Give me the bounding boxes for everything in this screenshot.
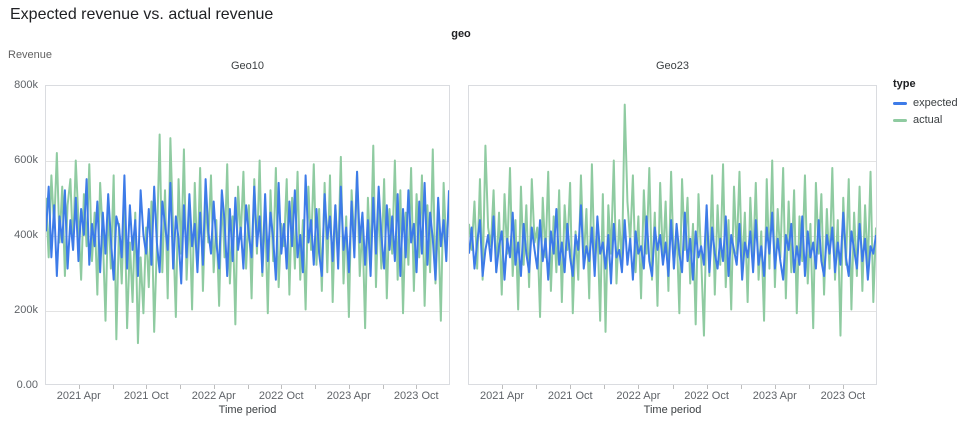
- x-axis-geo23: 2021 Apr 2021 Oct 2022 Apr 2022 Oct 2023 Apr…: [468, 385, 877, 407]
- timeseries-plot[interactable]: [46, 86, 449, 384]
- series-line-expected[interactable]: [469, 204, 876, 285]
- y-tick-label-600k: 600k: [14, 154, 38, 166]
- x-tick-label: 2021 Oct: [123, 390, 169, 402]
- x-tick-mark: [672, 385, 674, 389]
- x-axis-geo10: 2021 Apr 2021 Oct 2022 Apr 2022 Oct 2023 Apr…: [45, 385, 450, 407]
- gridline: [469, 161, 876, 162]
- x-tick-label: 2023 Apr: [326, 390, 371, 402]
- x-tick-mark: [348, 385, 350, 389]
- chart-title: Expected revenue vs. actual revenue: [10, 6, 274, 23]
- x-tick-label: 2021 Oct: [547, 390, 593, 402]
- x-tick-mark: [638, 385, 640, 389]
- x-tick-mark: [808, 385, 810, 389]
- y-tick-label-400k: 400k: [14, 229, 38, 241]
- x-tick-mark: [213, 385, 215, 389]
- legend-item-actual: actual: [893, 114, 958, 126]
- x-tick-mark: [502, 385, 504, 389]
- x-tick-mark: [842, 385, 844, 389]
- x-axis-title-geo23: Time period: [643, 404, 702, 416]
- x-tick-label: 2023 Oct: [820, 390, 866, 402]
- x-tick-mark: [740, 385, 742, 389]
- x-tick-label: 2022 Apr: [191, 390, 236, 402]
- x-tick-mark: [570, 385, 572, 389]
- x-tick-label: 2021 Apr: [480, 390, 525, 402]
- y-axis-title: Revenue: [8, 49, 53, 61]
- facet-field-label: geo: [451, 28, 471, 40]
- x-tick-label: 2022 Oct: [258, 390, 304, 402]
- legend-label: expected: [913, 97, 958, 109]
- x-tick-label: 2022 Oct: [684, 390, 729, 402]
- x-tick-mark: [180, 385, 181, 389]
- x-tick-label: 2021 Apr: [56, 390, 101, 402]
- x-tick-mark: [706, 385, 708, 389]
- x-tick-mark: [146, 385, 148, 389]
- y-tick-label-0: 0.00: [16, 379, 38, 391]
- x-tick-mark: [416, 385, 418, 389]
- series-line-expected[interactable]: [46, 170, 449, 285]
- x-tick-mark: [382, 385, 384, 389]
- x-tick-mark: [112, 385, 114, 389]
- legend-line-swatch-expected: [893, 101, 907, 105]
- chart-panel-geo10[interactable]: [45, 85, 450, 385]
- x-axis-title-geo10: Time period: [218, 404, 277, 416]
- x-tick-mark: [604, 385, 606, 389]
- y-tick-label-200k: 200k: [14, 304, 38, 316]
- panel-title-geo23: Geo23: [655, 60, 690, 72]
- gridline: [469, 311, 876, 312]
- series-line-actual[interactable]: [46, 133, 449, 345]
- gridline: [46, 161, 449, 162]
- legend-item-expected: expected: [893, 97, 958, 109]
- legend-line-swatch-actual: [893, 118, 907, 122]
- legend: type expected actual: [893, 78, 958, 131]
- x-tick-label: 2023 Oct: [393, 390, 439, 402]
- x-tick-mark: [78, 385, 80, 389]
- chart-panel-geo23[interactable]: [468, 85, 877, 385]
- legend-label: actual: [913, 114, 943, 126]
- x-tick-mark: [315, 385, 316, 389]
- x-tick-mark: [536, 385, 538, 389]
- x-tick-label: 2023 Apr: [752, 390, 797, 402]
- x-tick-mark: [774, 385, 776, 389]
- timeseries-plot[interactable]: [469, 86, 876, 384]
- series-line-actual[interactable]: [469, 103, 876, 337]
- gridline: [46, 311, 449, 312]
- y-tick-label-800k: 800k: [14, 79, 38, 91]
- x-tick-mark: [247, 385, 249, 389]
- panel-title-geo10: Geo10: [230, 60, 265, 72]
- x-tick-mark: [281, 385, 283, 389]
- legend-title: type: [893, 78, 916, 90]
- x-tick-label: 2022 Apr: [616, 390, 661, 402]
- legend-items: expected actual: [893, 97, 958, 126]
